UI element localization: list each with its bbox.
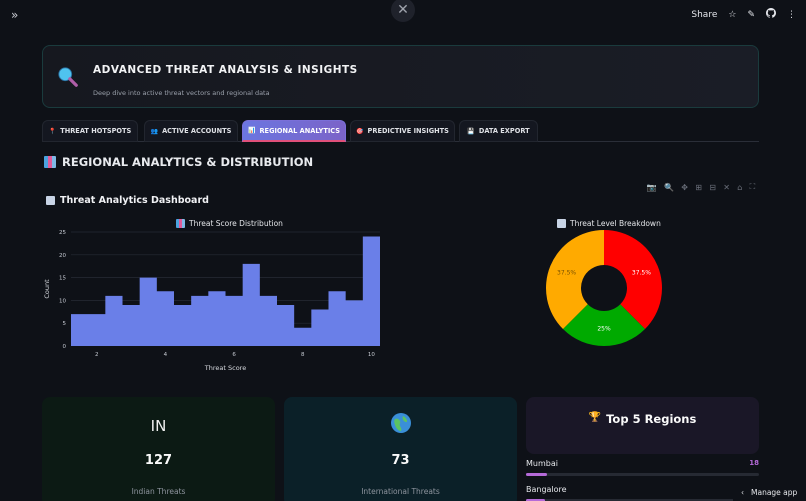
- pin-icon: 📍: [48, 127, 57, 135]
- svg-text:0: 0: [63, 344, 67, 350]
- svg-text:8: 8: [301, 352, 305, 358]
- tab-label: ACTIVE ACCOUNTS: [162, 127, 232, 135]
- svg-text:6: 6: [232, 352, 236, 358]
- top-bar: » ✕ Share ☆ ✎ ⋮: [0, 0, 806, 32]
- zoom-in-icon[interactable]: ⊞: [695, 182, 702, 192]
- chevron-left-icon: ‹: [741, 487, 744, 497]
- tab-predictive-insights[interactable]: 🎯 PREDICTIVE INSIGHTS: [350, 120, 455, 142]
- tab-bar: 📍 THREAT HOTSPOTS 👥 ACTIVE ACCOUNTS 📊 RE…: [42, 120, 759, 142]
- dashboard-title: Threat Analytics Dashboard: [46, 195, 209, 206]
- globe-icon: [284, 412, 517, 438]
- section-title: REGIONAL ANALYTICS & DISTRIBUTION: [44, 155, 313, 169]
- international-threats-card: 73 International Threats: [284, 397, 517, 501]
- tab-active-accounts[interactable]: 👥 ACTIVE ACCOUNTS: [144, 120, 238, 142]
- tab-regional-analytics[interactable]: 📊 REGIONAL ANALYTICS: [242, 120, 346, 142]
- international-threats-label: International Threats: [361, 487, 440, 496]
- svg-text:4: 4: [164, 352, 168, 358]
- bar-chart-icon: [176, 219, 185, 228]
- chart-increasing-icon: [46, 196, 55, 205]
- tab-label: PREDICTIVE INSIGHTS: [367, 127, 449, 135]
- chart-increasing-icon: [557, 219, 566, 228]
- more-icon[interactable]: ⋮: [787, 9, 796, 20]
- share-button[interactable]: Share: [691, 9, 718, 20]
- international-threats-value: 73: [391, 453, 410, 468]
- home-icon[interactable]: ⌂: [737, 182, 743, 192]
- pan-icon[interactable]: ✥: [681, 182, 688, 192]
- svg-text:20: 20: [59, 253, 66, 259]
- bar-chart-icon: [44, 156, 56, 168]
- histogram-chart[interactable]: 0 5 10 15 20 25 2 4 6 8 10 Threat Score Count: [40, 225, 390, 375]
- hero-banner: ADVANCED THREAT ANALYSIS & INSIGHTS Deep…: [42, 45, 759, 108]
- svg-text:10: 10: [368, 352, 375, 358]
- floppy-disk-icon: 💾: [467, 127, 475, 135]
- trophy-icon: 🏆: [588, 412, 602, 423]
- tab-threat-hotspots[interactable]: 📍 THREAT HOTSPOTS: [42, 120, 138, 142]
- indian-threats-value: 127: [144, 453, 173, 468]
- zoom-icon[interactable]: 🔍: [663, 182, 674, 192]
- indian-threats-label: Indian Threats: [131, 487, 186, 496]
- region-progress-bar: [526, 499, 759, 501]
- region-row: Bangalore: [526, 485, 759, 501]
- camera-icon[interactable]: 📷: [646, 182, 657, 192]
- hero-title: ADVANCED THREAT ANALYSIS & INSIGHTS: [93, 64, 358, 76]
- toolbar: Share ☆ ✎ ⋮: [691, 8, 796, 21]
- zoom-out-icon[interactable]: ⊟: [709, 182, 716, 192]
- tab-label: REGIONAL ANALYTICS: [259, 126, 340, 135]
- region-name: Mumbai: [526, 459, 558, 468]
- bar-chart-icon: 📊: [248, 127, 256, 134]
- github-icon[interactable]: [766, 8, 776, 21]
- users-icon: 👥: [150, 127, 159, 135]
- top-regions-title: 🏆 Top 5 Regions: [588, 412, 697, 426]
- fullscreen-icon[interactable]: ⛶: [749, 182, 756, 191]
- hero-subtitle: Deep dive into active threat vectors and…: [93, 89, 270, 97]
- magnifier-icon: [58, 67, 78, 87]
- svg-text:15: 15: [59, 276, 66, 282]
- svg-text:25%: 25%: [597, 326, 611, 333]
- india-flag-icon: IN: [150, 417, 167, 435]
- close-icon[interactable]: ✕: [391, 0, 415, 22]
- svg-text:Count: Count: [43, 279, 51, 299]
- star-icon[interactable]: ☆: [728, 9, 737, 20]
- tab-data-export[interactable]: 💾 DATA EXPORT: [459, 120, 538, 142]
- svg-text:25: 25: [59, 230, 66, 236]
- svg-text:Threat Score: Threat Score: [204, 364, 246, 372]
- region-row: Mumbai 18: [526, 459, 759, 476]
- tab-label: DATA EXPORT: [478, 127, 530, 135]
- histogram-title: Threat Score Distribution: [176, 219, 283, 228]
- svg-text:10: 10: [59, 298, 66, 304]
- manage-app-button[interactable]: ‹ Manage app: [733, 483, 806, 501]
- expand-sidebar-icon[interactable]: »: [11, 8, 19, 22]
- tab-label: THREAT HOTSPOTS: [60, 127, 132, 135]
- donut-title: Threat Level Breakdown: [557, 219, 661, 228]
- target-icon: 🎯: [356, 127, 364, 135]
- chart-modebar: 📷 🔍 ✥ ⊞ ⊟ ✕ ⌂ ⛶: [643, 181, 759, 193]
- autoscale-icon[interactable]: ✕: [723, 182, 730, 192]
- svg-text:37.5%: 37.5%: [557, 270, 576, 277]
- region-progress-bar: [526, 473, 759, 476]
- region-name: Bangalore: [526, 485, 567, 494]
- region-value: 18: [749, 459, 759, 467]
- indian-threats-card: IN 127 Indian Threats: [42, 397, 275, 501]
- svg-text:2: 2: [95, 352, 99, 358]
- top-regions-card: 🏆 Top 5 Regions: [526, 397, 759, 454]
- svg-text:37.5%: 37.5%: [632, 270, 651, 277]
- svg-text:5: 5: [63, 321, 67, 327]
- edit-icon[interactable]: ✎: [747, 9, 755, 20]
- donut-chart[interactable]: 37.5% 25% 37.5%: [544, 230, 664, 350]
